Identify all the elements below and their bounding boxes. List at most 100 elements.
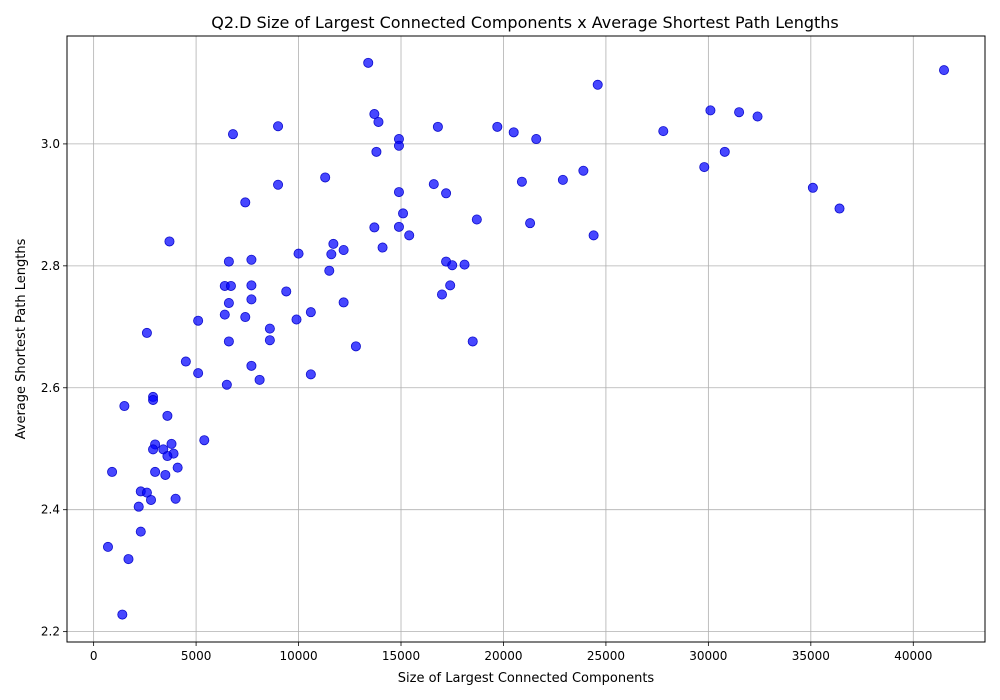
scatter-point bbox=[246, 360, 257, 371]
scatter-point bbox=[291, 314, 302, 325]
scatter-point bbox=[273, 179, 284, 190]
x-axis-label: Size of Largest Connected Components bbox=[398, 671, 655, 686]
scatter-point bbox=[369, 109, 380, 120]
scatter-point bbox=[393, 221, 404, 232]
scatter-point bbox=[557, 174, 568, 185]
scatter-point bbox=[281, 286, 292, 297]
scatter-point bbox=[273, 121, 284, 132]
y-tick-label: 3.0 bbox=[41, 137, 60, 151]
scatter-point bbox=[166, 438, 177, 449]
scatter-point bbox=[592, 79, 603, 90]
scatter-point bbox=[117, 609, 128, 620]
y-axis-label: Average Shortest Path Lengths bbox=[14, 238, 29, 439]
scatter-point bbox=[150, 466, 161, 477]
scatter-point bbox=[141, 327, 152, 338]
scatter-point bbox=[807, 182, 818, 193]
scatter-point bbox=[939, 65, 950, 76]
scatter-point bbox=[160, 469, 171, 480]
scatter-point bbox=[293, 248, 304, 259]
scatter-point bbox=[492, 121, 503, 132]
scatter-point bbox=[199, 435, 210, 446]
scatter-point bbox=[107, 466, 118, 477]
chart-title: Q2.D Size of Largest Connected Component… bbox=[211, 13, 839, 32]
scatter-point bbox=[219, 309, 230, 320]
scatter-point bbox=[369, 222, 380, 233]
scatter-point bbox=[393, 140, 404, 151]
scatter-point bbox=[508, 127, 519, 138]
y-axis-ticks: 2.2 2.4 2.6 2.8 3.0 bbox=[41, 137, 67, 639]
scatter-point bbox=[164, 236, 175, 247]
x-tick-label: 40000 bbox=[894, 649, 932, 663]
scatter-point bbox=[445, 280, 456, 291]
x-tick-label: 0 bbox=[90, 649, 98, 663]
plot-frame bbox=[66, 35, 986, 643]
scatter-point bbox=[516, 176, 527, 187]
y-tick-label: 2.6 bbox=[41, 381, 60, 395]
scatter-point bbox=[338, 244, 349, 255]
scatter-point bbox=[221, 379, 232, 390]
scatter-point bbox=[328, 238, 339, 249]
scatter-point bbox=[734, 107, 745, 118]
scatter-point bbox=[326, 249, 337, 260]
scatter-point bbox=[172, 462, 183, 473]
scatter-point bbox=[324, 265, 335, 276]
scatter-point bbox=[193, 315, 204, 326]
scatter-point bbox=[119, 401, 130, 412]
scatter-point bbox=[264, 323, 275, 334]
scatter-point bbox=[471, 214, 482, 225]
x-tick-label: 35000 bbox=[792, 649, 830, 663]
scatter-point bbox=[246, 294, 257, 305]
x-tick-label: 10000 bbox=[279, 649, 317, 663]
scatter-point bbox=[180, 356, 191, 367]
scatter-point bbox=[459, 259, 470, 270]
scatter-point bbox=[447, 260, 458, 271]
scatter-point bbox=[432, 121, 443, 132]
scatter-point bbox=[246, 280, 257, 291]
x-tick-label: 30000 bbox=[689, 649, 727, 663]
x-tick-label: 5000 bbox=[181, 649, 212, 663]
scatter-point bbox=[350, 341, 361, 352]
scatter-point bbox=[223, 256, 234, 267]
scatter-point bbox=[148, 394, 159, 405]
scatter-point bbox=[305, 307, 316, 318]
scatter-point bbox=[240, 312, 251, 323]
scatter-point bbox=[441, 188, 452, 199]
scatter-point bbox=[525, 218, 536, 229]
scatter-point bbox=[146, 494, 157, 505]
scatter-point bbox=[371, 146, 382, 157]
scatter-point bbox=[223, 336, 234, 347]
scatter-point bbox=[223, 298, 234, 309]
y-tick-label: 2.2 bbox=[41, 625, 60, 639]
scatter-point bbox=[264, 335, 275, 346]
scatter-point bbox=[162, 410, 173, 421]
scatter-point bbox=[578, 165, 589, 176]
scatter-point bbox=[398, 208, 409, 219]
scatter-point bbox=[225, 280, 236, 291]
scatter-point bbox=[123, 554, 134, 565]
scatter-point bbox=[338, 297, 349, 308]
scatter-point bbox=[373, 116, 384, 127]
scatter-point bbox=[428, 179, 439, 190]
scatter-point bbox=[531, 134, 542, 145]
scatter-point bbox=[363, 57, 374, 68]
x-tick-label: 25000 bbox=[587, 649, 625, 663]
y-tick-label: 2.8 bbox=[41, 259, 60, 273]
data-points bbox=[102, 57, 950, 620]
scatter-point bbox=[467, 336, 478, 347]
scatter-point bbox=[834, 203, 845, 214]
scatter-point bbox=[170, 493, 181, 504]
scatter-point bbox=[719, 146, 730, 157]
scatter-point bbox=[393, 187, 404, 198]
scatter-point bbox=[588, 230, 599, 241]
scatter-point bbox=[246, 254, 257, 265]
scatter-point bbox=[254, 374, 265, 385]
scatter-point bbox=[436, 289, 447, 300]
scatter-point bbox=[102, 541, 113, 552]
scatter-point bbox=[305, 369, 316, 380]
scatter-point bbox=[193, 368, 204, 379]
scatter-point bbox=[240, 197, 251, 208]
grid-lines bbox=[67, 36, 985, 642]
scatter-point bbox=[320, 172, 331, 183]
